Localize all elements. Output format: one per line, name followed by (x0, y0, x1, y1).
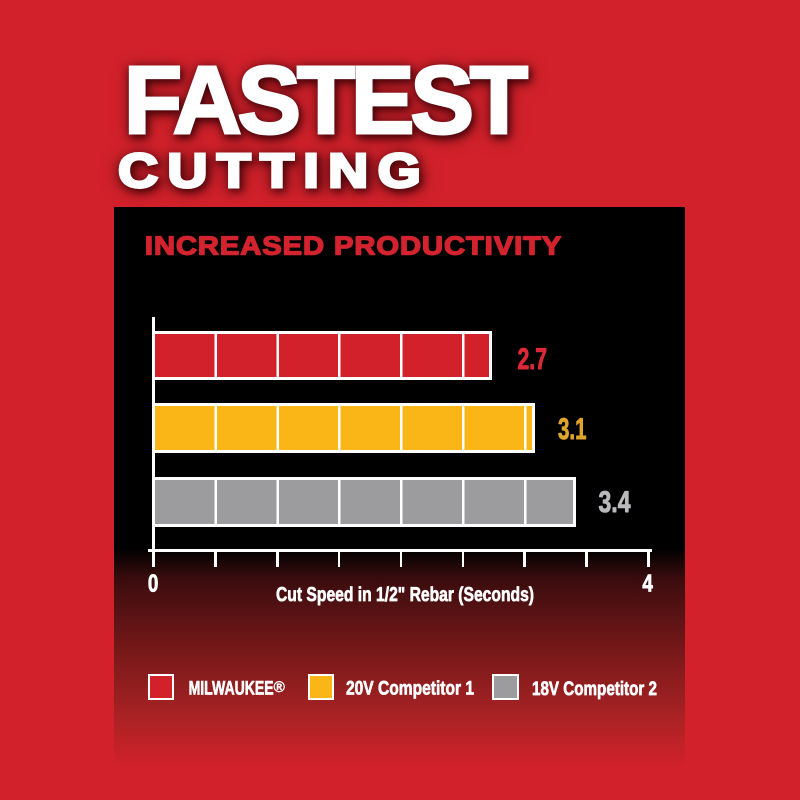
svg-text:0: 0 (148, 571, 159, 598)
svg-text:2.7: 2.7 (518, 343, 548, 376)
svg-text:4: 4 (642, 571, 653, 598)
svg-text:Cut Speed in 1/2" Rebar (Secon: Cut Speed in 1/2" Rebar (Seconds) (276, 584, 534, 606)
svg-text:®: ® (274, 679, 286, 696)
svg-text:18V Competitor 2: 18V Competitor 2 (532, 678, 657, 700)
svg-text:MILWAUKEE: MILWAUKEE (189, 677, 274, 699)
svg-text:CUTTING: CUTTING (118, 145, 430, 198)
svg-text:20V Competitor 1: 20V Competitor 1 (346, 677, 474, 699)
svg-text:FASTEST: FASTEST (124, 47, 527, 154)
svg-text:3.4: 3.4 (599, 486, 631, 519)
svg-text:INCREASED PRODUCTIVITY: INCREASED PRODUCTIVITY (145, 231, 562, 261)
svg-text:3.1: 3.1 (558, 413, 587, 446)
